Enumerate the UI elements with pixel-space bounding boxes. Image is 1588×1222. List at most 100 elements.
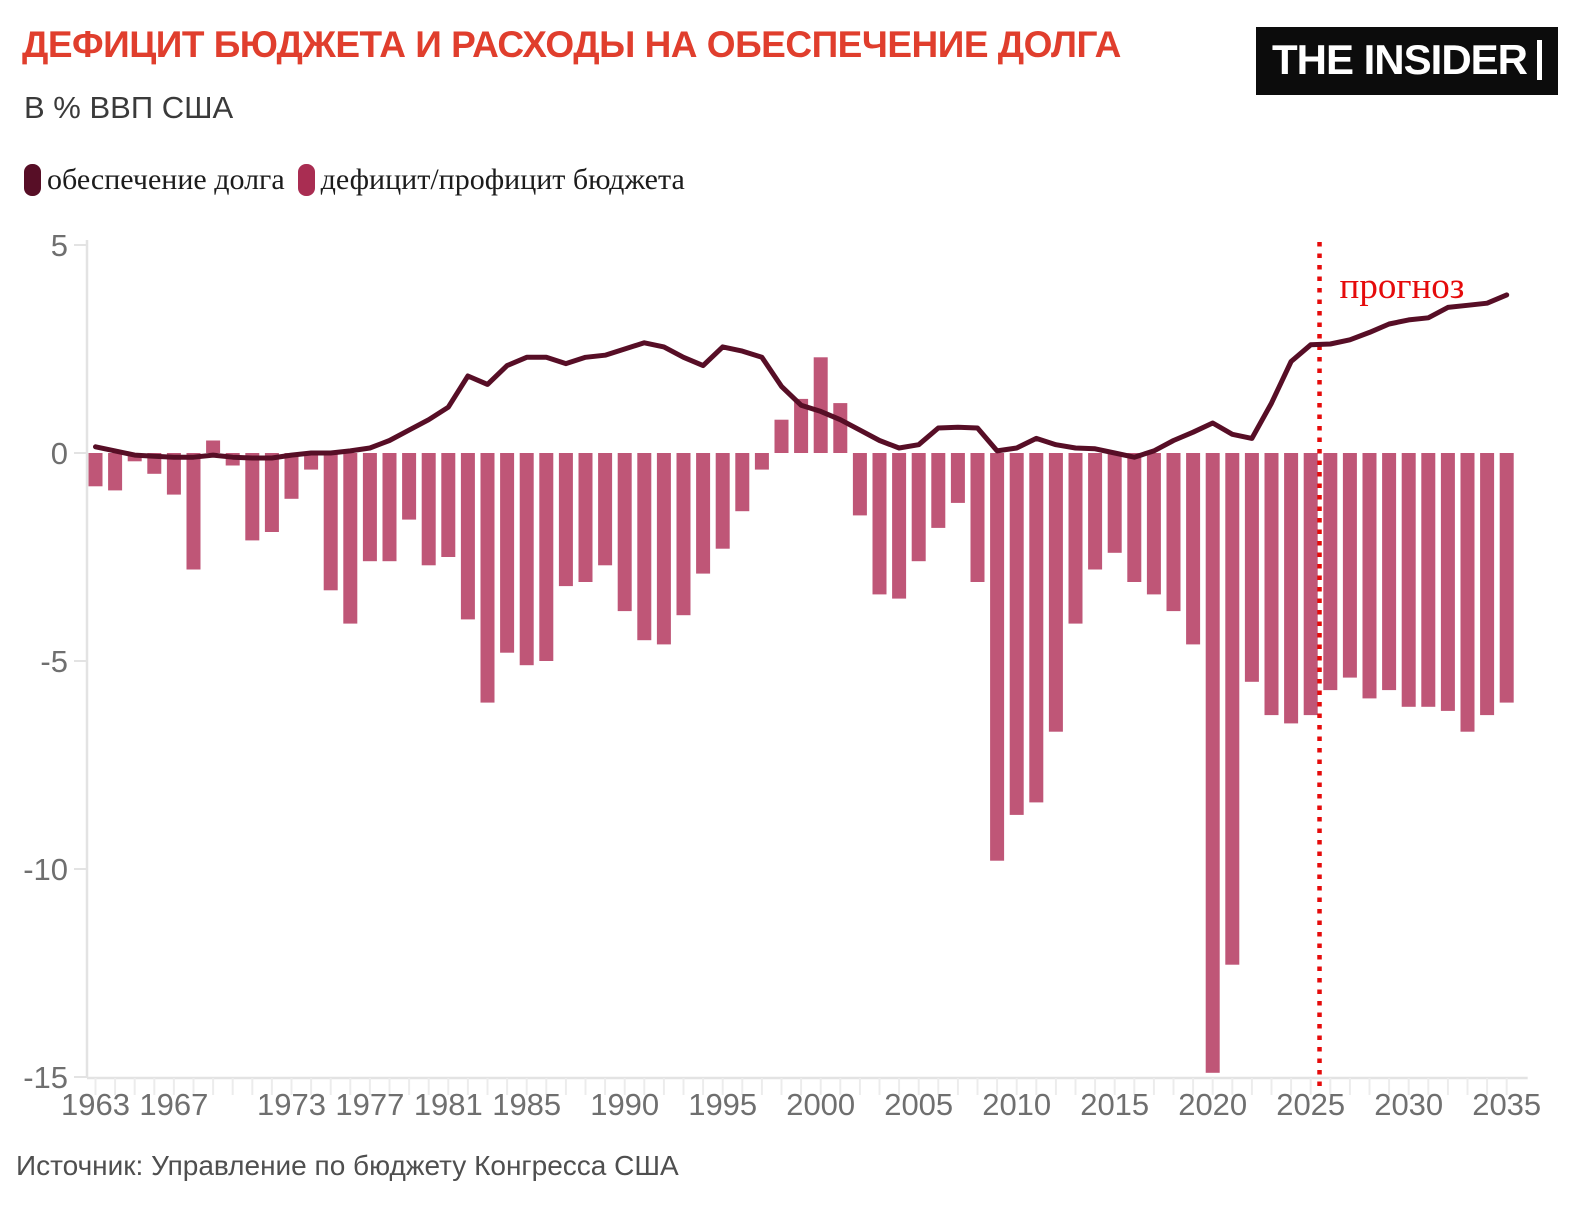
legend-swatch-deficit [297, 164, 315, 196]
deficit-bar [1440, 453, 1455, 711]
deficit-bar [1068, 453, 1083, 624]
deficit-bar [1401, 453, 1416, 707]
deficit-bar [362, 453, 377, 562]
x-axis-label: 1967 [139, 1087, 208, 1122]
x-axis-label: 2025 [1276, 1087, 1345, 1122]
deficit-bar [578, 453, 593, 582]
deficit-bar [323, 453, 338, 591]
deficit-bar [421, 453, 436, 566]
forecast-label: прогноз [1340, 266, 1465, 307]
x-axis-label: 1995 [688, 1087, 757, 1122]
the-insider-logo: THE INSIDER [1255, 27, 1558, 95]
deficit-bar [637, 453, 652, 641]
deficit-bar [343, 453, 358, 624]
deficit-bar [539, 453, 554, 661]
legend-label-deficit: дефицит/профицит бюджета [320, 163, 685, 196]
source-note: Источник: Управление по бюджету Конгресс… [16, 1150, 679, 1181]
deficit-bar [284, 453, 299, 499]
deficit-bar [88, 453, 103, 487]
deficit-bar [990, 453, 1005, 861]
deficit-bar [441, 453, 456, 557]
deficit-bar [402, 453, 417, 520]
deficit-bar [735, 453, 750, 512]
deficit-bar [656, 453, 671, 645]
deficit-bar [676, 453, 691, 616]
deficit-bar [480, 453, 495, 703]
x-axis-label: 2010 [982, 1087, 1051, 1122]
deficit-bar [304, 453, 319, 470]
deficit-bar [166, 453, 181, 495]
y-axis-label: 0 [51, 436, 68, 471]
deficit-bar [186, 453, 201, 570]
deficit-bar [460, 453, 475, 620]
deficit-bar [617, 453, 632, 612]
deficit-bar [1186, 453, 1201, 645]
deficit-bar [774, 419, 789, 453]
deficit-bar [872, 453, 887, 595]
deficit-bar [1088, 453, 1103, 570]
x-axis-label: 1981 [414, 1087, 483, 1122]
deficit-bar [1009, 453, 1024, 815]
deficit-bar [1166, 453, 1181, 612]
legend-item-deficit: дефицит/профицит бюджета [297, 163, 685, 197]
x-axis-label: 1963 [61, 1087, 130, 1122]
debt-service-line [93, 292, 1510, 461]
deficit-bar [1284, 453, 1299, 724]
chart-title: ДЕФИЦИТ БЮДЖЕТА И РАСХОДЫ НА ОБЕСПЕЧЕНИЕ… [22, 24, 1121, 65]
x-axis-label: 2020 [1178, 1087, 1247, 1122]
deficit-bar [1342, 453, 1357, 678]
deficit-bar [970, 453, 985, 582]
legend-swatch-debt-service [24, 164, 41, 196]
legend-label-debt-service: обеспечение долга [47, 163, 285, 196]
deficit-bar [245, 453, 260, 541]
deficit-bar [794, 398, 809, 453]
deficit-bar [911, 453, 926, 562]
deficit-bar [696, 453, 711, 574]
deficit-bar [1107, 453, 1122, 553]
deficit-bar [931, 453, 946, 528]
logo-cursor-bar [1537, 40, 1542, 80]
deficit-bar [264, 453, 279, 532]
deficit-bar [813, 357, 828, 453]
deficit-bar [1421, 453, 1436, 707]
y-axis-label: 5 [51, 228, 68, 263]
legend-item-debt-service: обеспечение долга [24, 163, 285, 197]
deficit-bar [1244, 453, 1259, 682]
deficit-bar [108, 453, 123, 491]
logo-text: THE INSIDER [1271, 36, 1528, 83]
y-axis-label: -10 [23, 852, 68, 887]
x-axis-label: 2000 [786, 1087, 855, 1122]
deficit-bar [1323, 453, 1338, 691]
deficit-bar [1225, 453, 1240, 965]
deficit-bar [500, 453, 515, 653]
x-axis-label: 1990 [590, 1087, 659, 1122]
deficit-bar [1146, 453, 1161, 595]
deficit-bar [1362, 453, 1377, 699]
x-axis-label: 2005 [884, 1087, 953, 1122]
x-axis-label: 2035 [1472, 1087, 1541, 1122]
deficit-bar [892, 453, 907, 599]
deficit-bar [1460, 453, 1475, 732]
deficit-bar [1029, 453, 1044, 803]
chart-subtitle: В % ВВП США [24, 90, 234, 125]
deficit-bar [833, 403, 848, 453]
deficit-bar [950, 453, 965, 503]
deficit-bar [1480, 453, 1495, 716]
deficit-bar [715, 453, 730, 549]
x-axis-label: 2015 [1080, 1087, 1149, 1122]
deficit-bar [1205, 453, 1220, 1073]
deficit-bar [1382, 453, 1397, 691]
deficit-bar [519, 453, 534, 666]
deficit-bar [1048, 453, 1063, 732]
chart-legend: обеспечение долга дефицит/профицит бюдже… [24, 163, 685, 197]
deficit-bar [1499, 453, 1514, 703]
y-axis-label: -15 [23, 1060, 68, 1095]
x-axis-label: 2030 [1374, 1087, 1443, 1122]
deficit-bar [1303, 453, 1318, 716]
deficit-bar [852, 453, 867, 516]
deficit-bar [598, 453, 613, 566]
y-axis-label: -5 [40, 644, 68, 679]
deficit-bar [1264, 453, 1279, 716]
